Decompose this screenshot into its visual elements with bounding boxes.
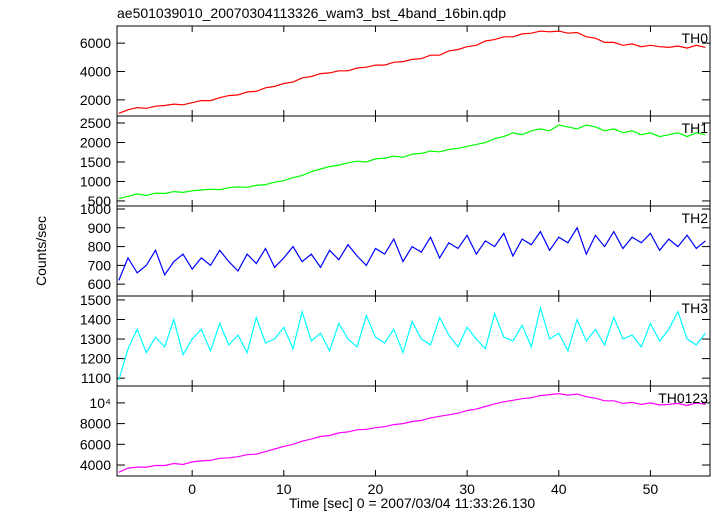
chart-title: ae501039010_20070304113326_wam3_bst_4ban… bbox=[117, 5, 506, 21]
panel-frame bbox=[116, 115, 711, 207]
y-tick-label: 8000 bbox=[80, 416, 111, 432]
series-line bbox=[118, 124, 706, 200]
x-axis-label: Time [sec] 0 = 2007/03/04 11:33:26.130 bbox=[289, 495, 536, 511]
y-tick-label: 6000 bbox=[80, 436, 111, 452]
panel-frame bbox=[116, 205, 711, 297]
y-tick-label: 4000 bbox=[80, 63, 111, 79]
y-tick-label: 2000 bbox=[80, 134, 111, 150]
series-line bbox=[118, 226, 706, 281]
y-tick-label: 1000 bbox=[80, 173, 111, 189]
x-tick-label: 0 bbox=[188, 481, 196, 497]
y-axis-label: Counts/sec bbox=[33, 216, 49, 286]
y-tick-label: 1000 bbox=[80, 201, 111, 217]
y-tick-label: 1300 bbox=[80, 331, 111, 347]
panel-label: TH1 bbox=[682, 120, 709, 136]
y-tick-label: 500 bbox=[88, 193, 112, 209]
y-tick-label: 1200 bbox=[80, 351, 111, 367]
y-tick-label: 700 bbox=[88, 257, 112, 273]
series-line bbox=[118, 392, 706, 473]
y-tick-label: 1100 bbox=[81, 370, 111, 386]
panel-label: TH0 bbox=[682, 30, 709, 46]
y-tick-label: 2500 bbox=[80, 115, 111, 131]
y-tick-label: 600 bbox=[88, 276, 112, 292]
y-tick-label: 2000 bbox=[80, 92, 111, 108]
x-tick-label: 20 bbox=[368, 481, 384, 497]
panel-label: TH2 bbox=[682, 210, 709, 226]
y-tick-label: 10⁴ bbox=[89, 395, 111, 411]
x-tick-label: 40 bbox=[551, 481, 567, 497]
series-line bbox=[118, 30, 706, 114]
y-tick-label: 1500 bbox=[80, 154, 111, 170]
x-tick-label: 30 bbox=[459, 481, 475, 497]
series-line bbox=[118, 305, 706, 381]
y-tick-label: 1500 bbox=[80, 292, 111, 308]
y-tick-label: 900 bbox=[88, 220, 112, 236]
y-tick-label: 4000 bbox=[80, 457, 111, 473]
panel-label: TH0123 bbox=[658, 390, 708, 406]
panel-frame bbox=[116, 25, 711, 117]
panel-frame bbox=[116, 385, 711, 477]
y-tick-label: 1400 bbox=[80, 311, 111, 327]
y-tick-label: 6000 bbox=[80, 35, 111, 51]
x-tick-label: 10 bbox=[276, 481, 292, 497]
x-tick-label: 50 bbox=[643, 481, 659, 497]
panel-label: TH3 bbox=[682, 300, 709, 316]
y-tick-label: 800 bbox=[88, 239, 112, 255]
